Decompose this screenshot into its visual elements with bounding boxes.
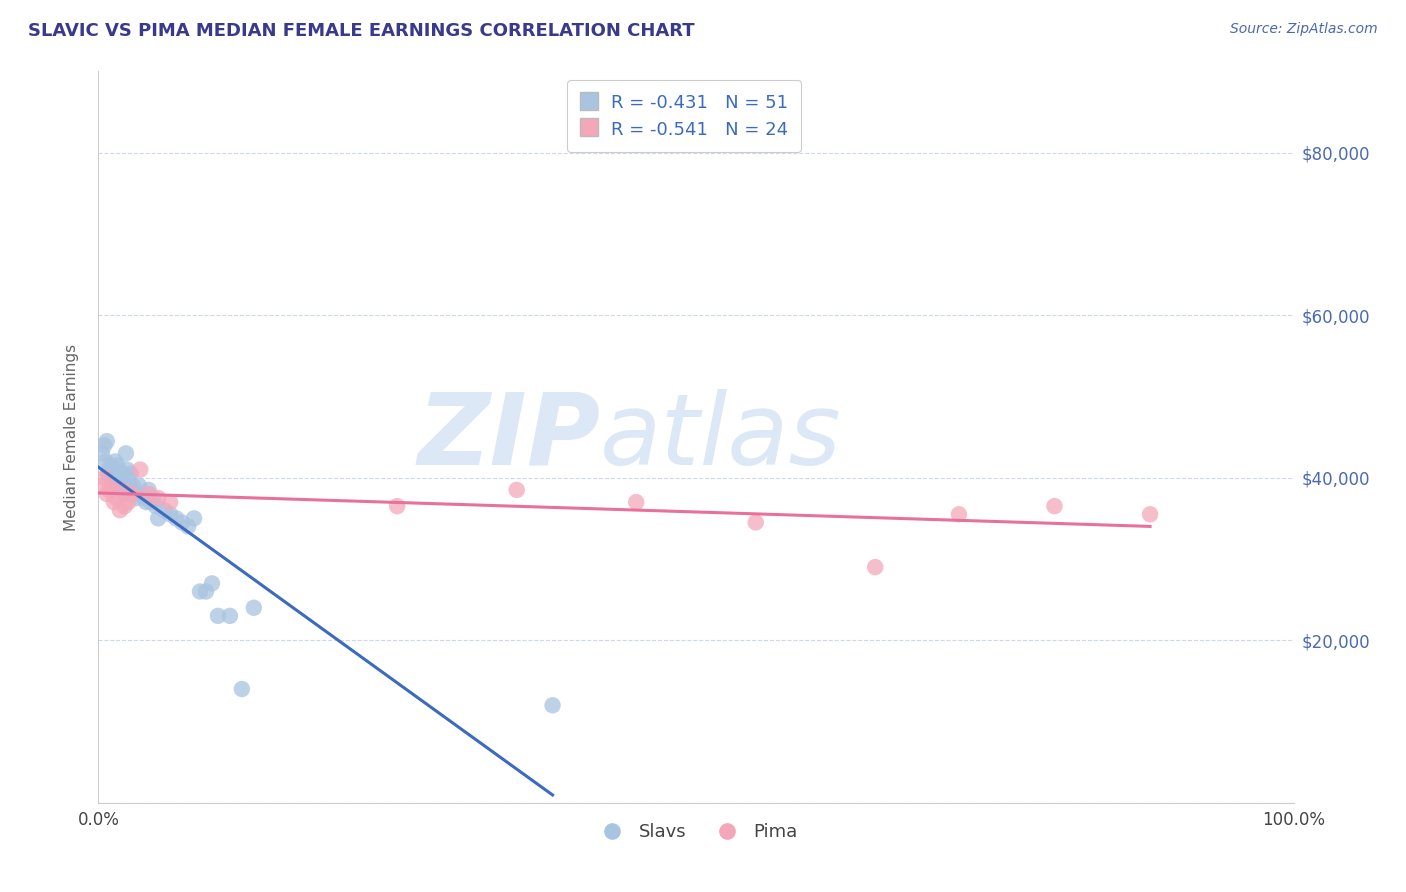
Point	[103, 495, 125, 509]
Point	[385, 499, 409, 513]
Point	[120, 467, 142, 481]
Point	[107, 479, 129, 493]
Text: atlas: atlas	[600, 389, 842, 485]
Point	[98, 458, 122, 473]
Point	[142, 491, 165, 505]
Point	[105, 491, 128, 505]
Point	[139, 495, 162, 509]
Point	[132, 491, 155, 505]
Point	[96, 434, 118, 449]
Point	[121, 487, 143, 501]
Point	[115, 462, 138, 476]
Point	[129, 462, 152, 476]
Point	[188, 584, 211, 599]
Point	[231, 681, 253, 696]
Point	[177, 519, 200, 533]
Point	[111, 467, 134, 481]
Point	[745, 516, 768, 530]
Point	[108, 471, 131, 485]
Point	[100, 471, 122, 485]
Point	[183, 511, 205, 525]
Point	[1043, 499, 1066, 513]
Point	[118, 479, 141, 493]
Point	[506, 483, 529, 497]
Point	[100, 479, 122, 493]
Point	[131, 487, 153, 501]
Point	[122, 479, 145, 493]
Point	[117, 471, 139, 485]
Text: ZIP: ZIP	[418, 389, 600, 485]
Point	[110, 483, 132, 497]
Point	[93, 471, 115, 485]
Point	[865, 560, 887, 574]
Point	[201, 576, 224, 591]
Point	[114, 487, 136, 501]
Point	[128, 479, 150, 493]
Point	[125, 491, 148, 505]
Point	[153, 503, 176, 517]
Point	[112, 479, 135, 493]
Point	[138, 483, 160, 497]
Point	[101, 475, 124, 489]
Point	[91, 479, 114, 493]
Point	[117, 495, 139, 509]
Point	[145, 499, 167, 513]
Point	[159, 508, 181, 522]
Point	[135, 495, 157, 509]
Y-axis label: Median Female Earnings: Median Female Earnings	[65, 343, 79, 531]
Point	[104, 454, 127, 468]
Point	[159, 495, 181, 509]
Point	[93, 438, 115, 452]
Point	[219, 608, 242, 623]
Point	[114, 499, 136, 513]
Legend: Slavs, Pima: Slavs, Pima	[586, 816, 806, 848]
Point	[107, 458, 129, 473]
Point	[91, 446, 114, 460]
Point	[94, 454, 117, 468]
Point	[148, 491, 170, 505]
Point	[626, 495, 648, 509]
Point	[124, 487, 146, 501]
Point	[105, 471, 128, 485]
Point	[97, 467, 120, 481]
Point	[138, 487, 160, 501]
Point	[243, 600, 266, 615]
Text: Source: ZipAtlas.com: Source: ZipAtlas.com	[1230, 22, 1378, 37]
Point	[96, 487, 118, 501]
Point	[948, 508, 970, 522]
Point	[111, 483, 134, 497]
Point	[207, 608, 229, 623]
Point	[98, 462, 121, 476]
Point	[165, 511, 187, 525]
Point	[541, 698, 564, 713]
Point	[148, 511, 170, 525]
Point	[172, 516, 194, 530]
Point	[1139, 508, 1161, 522]
Point	[108, 503, 131, 517]
Point	[115, 446, 138, 460]
Text: SLAVIC VS PIMA MEDIAN FEMALE EARNINGS CORRELATION CHART: SLAVIC VS PIMA MEDIAN FEMALE EARNINGS CO…	[28, 22, 695, 40]
Point	[121, 483, 143, 497]
Point	[98, 483, 121, 497]
Point	[195, 584, 218, 599]
Point	[103, 462, 125, 476]
